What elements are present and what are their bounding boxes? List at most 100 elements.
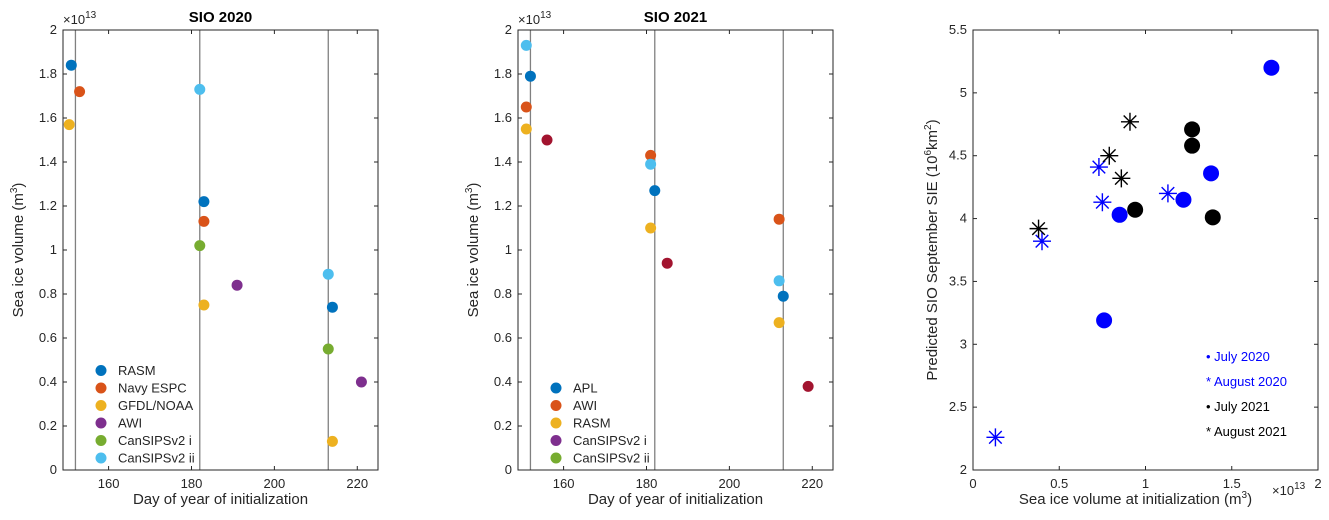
data-point-dot bbox=[1203, 165, 1220, 182]
data-point bbox=[645, 222, 657, 234]
y-axis-label-part-0: Sea ice volume (m bbox=[10, 193, 27, 317]
x-axis-label-part-0: Sea ice volume at initialization (m bbox=[1019, 491, 1242, 508]
legend-label: Navy ESPC bbox=[118, 381, 187, 396]
y-tick-label: 1.2 bbox=[39, 198, 57, 213]
y-tick-label: 1.8 bbox=[39, 66, 57, 81]
series-0 bbox=[1096, 59, 1280, 329]
data-point bbox=[520, 39, 532, 51]
panel-2: 0 0.5 1 1.5 2 2 2.5 3 3.5 4 4.5 5 5.5 • July 2020 * Au… bbox=[949, 22, 1322, 491]
y-tick-label: 4.5 bbox=[949, 148, 967, 163]
data-point-dot bbox=[1204, 209, 1221, 226]
legend-entry: • July 2020 bbox=[1206, 349, 1270, 364]
y-tick-label: 0.6 bbox=[494, 330, 512, 345]
data-point bbox=[645, 158, 657, 170]
x-tick-label: 2 bbox=[1314, 476, 1321, 491]
y-tick-label: 0 bbox=[505, 462, 512, 477]
y-tick-label: 1.8 bbox=[494, 66, 512, 81]
y-axis-label-part-1: 3 bbox=[9, 187, 20, 193]
data-point bbox=[326, 301, 338, 313]
legend-marker bbox=[550, 452, 562, 464]
x-axis-label: Sea ice volume at initialization (m3) bbox=[1019, 490, 1252, 508]
series-3 bbox=[1029, 112, 1139, 238]
legend: APL AWI RASM CanSIPSv2 i CanSIPSv2 ii bbox=[550, 381, 650, 466]
x-tick-label: 180 bbox=[636, 476, 658, 491]
y-axis-label-part-0: Predicted SIO September SIE (10 bbox=[924, 156, 941, 381]
y-tick-label: 1.4 bbox=[494, 154, 512, 169]
series-2 bbox=[1127, 121, 1221, 226]
legend-marker bbox=[95, 400, 107, 411]
y-tick-label: 1.6 bbox=[39, 110, 57, 125]
x-axis-label-part-2: ) bbox=[1247, 491, 1252, 508]
legend-label: RASM bbox=[573, 416, 611, 431]
data-point-dot bbox=[1184, 121, 1201, 138]
series-5 bbox=[194, 83, 334, 280]
legend-label: RASM bbox=[118, 363, 156, 378]
data-point bbox=[198, 215, 210, 227]
series-1 bbox=[986, 158, 1177, 447]
y-exponent-label: ×1013 bbox=[518, 10, 552, 27]
y-axis-label-part-4: ) bbox=[924, 119, 941, 124]
y-axis-label-part-3: 2 bbox=[923, 124, 934, 130]
data-point bbox=[541, 134, 553, 146]
data-point bbox=[198, 196, 210, 208]
axes-box bbox=[517, 29, 834, 471]
y-axis-label-part-0: Sea ice volume (m bbox=[465, 193, 482, 317]
x-exponent-label: ×1013 bbox=[1272, 481, 1306, 498]
chart-title: SIO 2021 bbox=[644, 9, 707, 26]
legend-marker bbox=[550, 435, 562, 446]
legend: • July 2020 * August 2020 • July 2021 * Aug… bbox=[1206, 349, 1287, 439]
x-tick-label: 200 bbox=[719, 476, 741, 491]
y-tick-label: 5.5 bbox=[949, 22, 967, 37]
x-tick-label: 160 bbox=[98, 476, 120, 491]
legend-marker bbox=[550, 382, 562, 394]
y-exponent-label-part-1: 13 bbox=[540, 10, 552, 21]
data-point bbox=[231, 279, 243, 291]
legend-entry: * August 2021 bbox=[1206, 424, 1287, 439]
series-6 bbox=[520, 39, 785, 287]
y-tick-label: 1.6 bbox=[494, 110, 512, 125]
x-tick-label: 180 bbox=[181, 476, 203, 491]
series-4 bbox=[194, 240, 334, 355]
data-point bbox=[322, 343, 334, 355]
y-tick-label: 0.8 bbox=[494, 286, 512, 301]
data-point-star bbox=[1029, 219, 1048, 238]
y-tick-label: 2 bbox=[50, 22, 57, 37]
y-tick-label: 3.5 bbox=[949, 273, 967, 288]
y-tick-label: 0.2 bbox=[494, 418, 512, 433]
data-point bbox=[773, 213, 785, 225]
y-tick-label: 4 bbox=[960, 211, 967, 226]
data-point-dot bbox=[1096, 312, 1113, 329]
y-tick-label: 1.2 bbox=[494, 198, 512, 213]
legend-label: CanSIPSv2 ii bbox=[118, 451, 195, 466]
legend-label: AWI bbox=[573, 398, 597, 413]
legend-marker bbox=[550, 417, 562, 429]
data-point-star bbox=[1100, 146, 1119, 165]
data-point bbox=[322, 268, 334, 280]
data-point-star bbox=[1158, 184, 1177, 203]
series-1 bbox=[520, 101, 785, 225]
x-tick-label: 160 bbox=[553, 476, 575, 491]
data-point-dot bbox=[1127, 201, 1144, 218]
y-tick-label: 0.4 bbox=[39, 374, 57, 389]
data-point bbox=[74, 86, 86, 98]
y-axis-label: Sea ice volume (m3) bbox=[464, 183, 482, 318]
data-point-dot bbox=[1175, 191, 1192, 208]
panel-0: 160 180 200 220 0 0.2 0.4 0.6 0.8 1 1.2 1.4 1.6 1.8 2 S… bbox=[39, 9, 379, 508]
series-1 bbox=[74, 86, 210, 227]
data-point-dot bbox=[1184, 137, 1201, 154]
series-5 bbox=[541, 134, 814, 392]
x-tick-label: 200 bbox=[264, 476, 286, 491]
series-0 bbox=[65, 59, 338, 313]
legend-label: CanSIPSv2 i bbox=[573, 433, 647, 448]
legend-marker bbox=[95, 417, 107, 429]
x-tick-label: 0 bbox=[969, 476, 976, 491]
legend-marker bbox=[95, 435, 107, 446]
legend: RASM Navy ESPC GFDL/NOAA AWI CanSIPSv2 i CanS… bbox=[95, 363, 195, 466]
y-tick-label: 1 bbox=[505, 242, 512, 257]
data-point bbox=[198, 299, 210, 311]
y-tick-label: 3 bbox=[960, 336, 967, 351]
y-exponent-label-part-1: 13 bbox=[85, 10, 97, 21]
legend-marker bbox=[95, 365, 107, 376]
data-point-star bbox=[1120, 112, 1139, 131]
legend-label: GFDL/NOAA bbox=[118, 398, 193, 413]
